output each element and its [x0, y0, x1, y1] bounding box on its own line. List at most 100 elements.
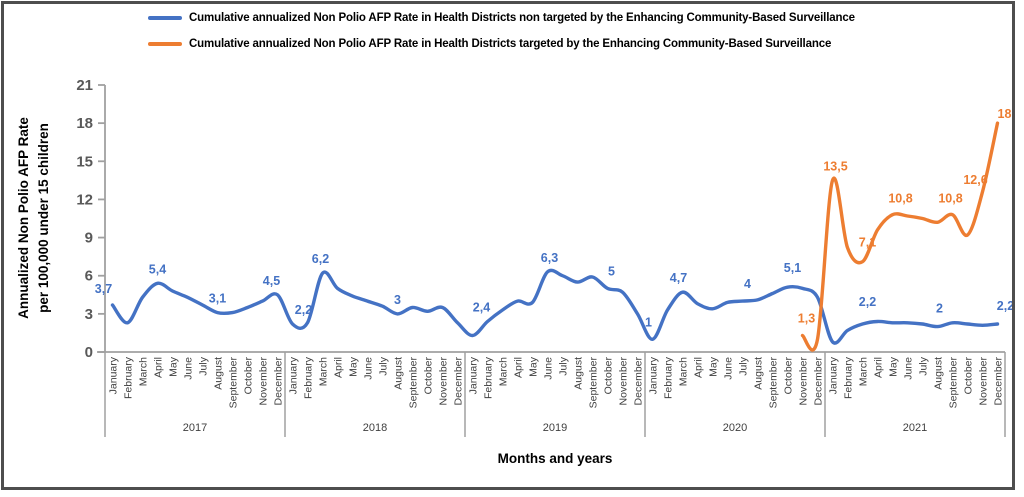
month-label: June — [183, 357, 195, 380]
month-label: April — [333, 357, 345, 378]
month-label: August — [393, 357, 405, 390]
legend-item-non-targeted: Cumulative annualized Non Polio AFP Rate… — [148, 5, 855, 31]
month-label: March — [498, 357, 510, 386]
month-label: October — [783, 357, 795, 395]
data-label-targeted: 13,5 — [823, 159, 847, 173]
y-tick-label: 3 — [85, 306, 93, 323]
data-label-targeted: 12,6 — [963, 173, 987, 187]
month-label: April — [153, 357, 165, 378]
month-label: November — [258, 356, 270, 405]
data-label-targeted: 7,1 — [859, 236, 876, 250]
y-tick-label: 0 — [85, 344, 93, 361]
month-label: May — [888, 356, 900, 377]
y-tick-label: 12 — [76, 191, 93, 208]
year-label: 2019 — [543, 422, 567, 434]
data-label-non-targeted: 6,2 — [312, 252, 329, 266]
month-label: December — [633, 356, 645, 405]
data-label-non-targeted: 1 — [645, 315, 652, 329]
month-label: January — [468, 356, 480, 394]
data-label-non-targeted: 5 — [608, 264, 615, 278]
month-label: December — [813, 356, 825, 405]
data-label-targeted: 10,8 — [888, 192, 912, 206]
month-label: September — [768, 357, 780, 409]
data-label-non-targeted: 3 — [394, 293, 401, 307]
month-label: November — [618, 356, 630, 405]
month-label: January — [108, 356, 120, 394]
month-label: February — [843, 356, 855, 399]
y-tick-label: 9 — [85, 230, 93, 247]
y-tick-label: 21 — [76, 77, 93, 94]
year-label: 2017 — [183, 422, 207, 434]
data-label-non-targeted: 2 — [936, 302, 943, 316]
y-tick-label: 18 — [76, 115, 93, 132]
month-label: February — [663, 356, 675, 399]
series-line-targeted — [800, 121, 1000, 352]
month-label: May — [528, 356, 540, 377]
month-label: August — [753, 357, 765, 390]
data-label-non-targeted: 6,3 — [541, 251, 558, 265]
month-label: April — [513, 357, 525, 378]
month-label: July — [378, 356, 390, 375]
month-label: June — [903, 357, 915, 380]
month-label: May — [708, 356, 720, 377]
month-label: January — [648, 356, 660, 394]
data-label-non-targeted: 4,5 — [263, 274, 280, 288]
month-label: October — [423, 357, 435, 395]
month-label: July — [558, 356, 570, 375]
month-label: May — [168, 356, 180, 377]
x-axis-title: Months and years — [497, 451, 613, 466]
data-label-targeted: 18 — [998, 107, 1012, 121]
month-label: March — [138, 357, 150, 386]
series-line-non-targeted — [110, 268, 1000, 345]
data-label-non-targeted: 2,2 — [997, 299, 1014, 313]
month-label: January — [828, 356, 840, 394]
data-label-non-targeted: 2,2 — [295, 303, 312, 317]
month-label: August — [213, 357, 225, 390]
month-label: August — [573, 357, 585, 390]
month-label: September — [408, 357, 420, 409]
month-label: February — [123, 356, 135, 399]
legend-line-targeted — [148, 42, 182, 46]
month-label: July — [198, 356, 210, 375]
data-label-non-targeted: 5,1 — [784, 261, 801, 275]
month-label: March — [678, 357, 690, 386]
month-label: September — [588, 357, 600, 409]
month-label: February — [303, 356, 315, 399]
data-label-non-targeted: 3,1 — [209, 292, 226, 306]
month-label: March — [858, 357, 870, 386]
data-label-non-targeted: 2,4 — [473, 300, 490, 314]
month-label: June — [543, 357, 555, 380]
year-label: 2018 — [363, 422, 387, 434]
y-tick-label: 6 — [85, 268, 93, 285]
month-label: March — [318, 357, 330, 386]
data-label-targeted: 1,3 — [798, 311, 815, 325]
month-label: May — [348, 356, 360, 377]
month-label: April — [693, 357, 705, 378]
month-label: November — [978, 356, 990, 405]
data-label-targeted: 10,8 — [938, 192, 962, 206]
month-label: December — [453, 356, 465, 405]
month-label: November — [438, 356, 450, 405]
y-tick-label: 15 — [76, 153, 93, 170]
data-label-non-targeted: 2,2 — [859, 295, 876, 309]
data-label-non-targeted: 4 — [744, 277, 751, 291]
month-label: October — [243, 357, 255, 395]
month-label: December — [993, 356, 1005, 405]
legend-line-non-targeted — [148, 16, 182, 20]
month-label: October — [963, 357, 975, 395]
month-label: September — [228, 357, 240, 409]
data-label-non-targeted: 5,4 — [149, 262, 166, 276]
month-label: June — [363, 357, 375, 380]
month-label: February — [483, 356, 495, 399]
legend-label-targeted: Cumulative annualized Non Polio AFP Rate… — [189, 38, 832, 50]
month-label: September — [948, 357, 960, 409]
legend-label-non-targeted: Cumulative annualized Non Polio AFP Rate… — [189, 12, 855, 24]
year-label: 2020 — [723, 422, 747, 434]
data-label-non-targeted: 3,7 — [95, 282, 112, 296]
year-label: 2021 — [903, 422, 927, 434]
month-label: December — [273, 356, 285, 405]
month-label: July — [738, 356, 750, 375]
legend: Cumulative annualized Non Polio AFP Rate… — [148, 5, 855, 57]
